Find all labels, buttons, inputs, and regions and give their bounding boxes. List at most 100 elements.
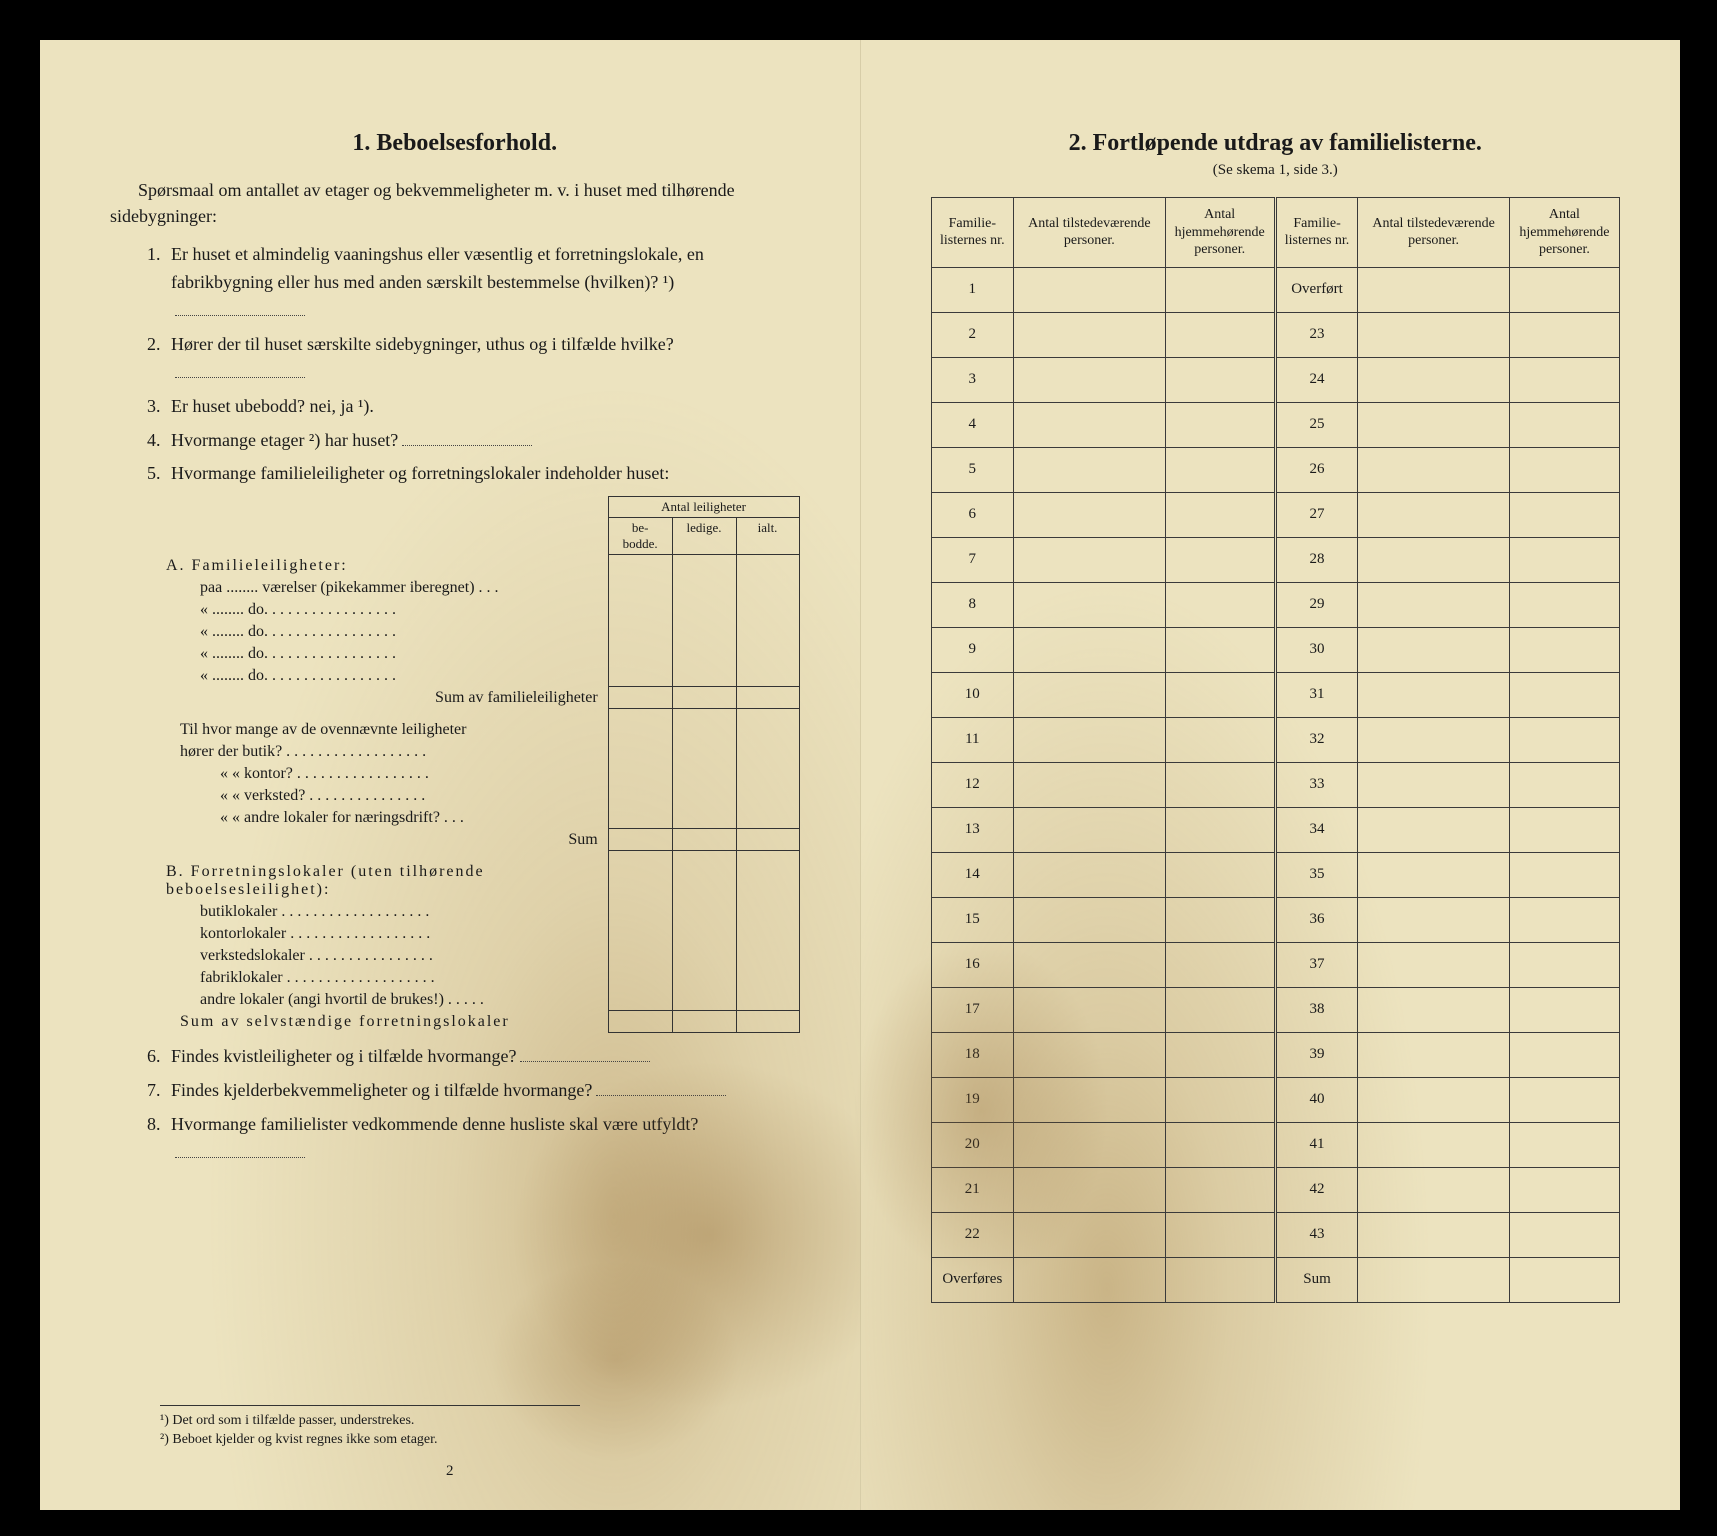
right-home: [1509, 492, 1619, 537]
right-nr: 28: [1275, 537, 1358, 582]
right-nr: 39: [1275, 1032, 1358, 1077]
section-a-head: A. Familieleiligheter:: [160, 555, 608, 577]
b-row-1: butiklokaler . . . . . . . . . . . . . .…: [160, 901, 608, 923]
right-present: [1358, 492, 1509, 537]
right-present: [1358, 852, 1509, 897]
right-home: [1509, 762, 1619, 807]
left-home: [1165, 1257, 1275, 1302]
right-nr: 40: [1275, 1077, 1358, 1122]
right-present: [1358, 1032, 1509, 1077]
intro-text: Spørsmaal om antallet av etager og bekve…: [110, 177, 800, 229]
left-nr: 1: [931, 267, 1014, 312]
mid-3: « « kontor? . . . . . . . . . . . . . . …: [160, 763, 608, 785]
q4-text: Hvormange etager ²) har huset?: [171, 430, 398, 450]
right-nr: 36: [1275, 897, 1358, 942]
left-home: [1165, 1032, 1275, 1077]
document-spread: 1. Beboelsesforhold. Spørsmaal om antall…: [40, 40, 1680, 1510]
left-nr: 2: [931, 312, 1014, 357]
left-home: [1165, 492, 1275, 537]
right-home: [1509, 852, 1619, 897]
left-home: [1165, 1212, 1275, 1257]
left-nr: 16: [931, 942, 1014, 987]
footnote-1: ¹) Det ord som i tilfælde passer, unders…: [160, 1412, 580, 1431]
question-5: Hvormange familieleiligheter og forretni…: [165, 460, 800, 488]
left-home: [1165, 537, 1275, 582]
left-nr: 8: [931, 582, 1014, 627]
left-nr: 7: [931, 537, 1014, 582]
b-row-3: verkstedslokaler . . . . . . . . . . . .…: [160, 945, 608, 967]
right-nr: 43: [1275, 1212, 1358, 1257]
left-present: [1014, 807, 1165, 852]
right-nr: 23: [1275, 312, 1358, 357]
table-row: 11 32: [931, 717, 1620, 762]
left-present: [1014, 447, 1165, 492]
col-h6: Antal hjemmehørende personer.: [1509, 198, 1619, 268]
right-home: [1509, 312, 1619, 357]
right-nr: 33: [1275, 762, 1358, 807]
right-home: [1509, 1257, 1619, 1302]
left-nr: 18: [931, 1032, 1014, 1077]
right-home: [1509, 447, 1619, 492]
section-2-subtitle: (Se skema 1, side 3.): [931, 162, 1621, 179]
table-row: 12 33: [931, 762, 1620, 807]
left-present: [1014, 897, 1165, 942]
right-nr: 25: [1275, 402, 1358, 447]
footnote-2: ²) Beboet kjelder og kvist regnes ikke s…: [160, 1431, 580, 1450]
right-present: [1358, 402, 1509, 447]
right-home: [1509, 1212, 1619, 1257]
right-present: [1358, 1122, 1509, 1167]
right-home: [1509, 357, 1619, 402]
left-present: [1014, 672, 1165, 717]
col-h3: Antal hjemmehørende personer.: [1165, 198, 1275, 268]
left-home: [1165, 672, 1275, 717]
b-sum: Sum av selvstændige forretningslokaler: [160, 1011, 608, 1033]
q8-text: Hvormange familielister vedkommende denn…: [171, 1114, 698, 1134]
left-home: [1165, 312, 1275, 357]
left-home: [1165, 717, 1275, 762]
right-nr: 27: [1275, 492, 1358, 537]
q2-text: Hører der til huset særskilte sidebygnin…: [171, 334, 674, 354]
table-row: 324: [931, 357, 1620, 402]
apartments-table: Antal leiligheter be- bodde. ledige. ial…: [160, 496, 800, 1033]
right-home: [1509, 672, 1619, 717]
left-present: [1014, 537, 1165, 582]
left-present: [1014, 762, 1165, 807]
right-present: [1358, 1212, 1509, 1257]
left-nr: 11: [931, 717, 1014, 762]
table-row: 1Overført: [931, 267, 1620, 312]
a-row-3: « ........ do. . . . . . . . . . . . . .…: [160, 621, 608, 643]
right-home: [1509, 897, 1619, 942]
right-home: [1509, 627, 1619, 672]
table-row: 1435: [931, 852, 1620, 897]
table-row: 2041: [931, 1122, 1620, 1167]
left-home: [1165, 942, 1275, 987]
left-nr: 10: [931, 672, 1014, 717]
right-nr: 34: [1275, 807, 1358, 852]
family-list-table: Familie-listernes nr. Antal tilstedevære…: [931, 197, 1621, 1303]
left-home: [1165, 1122, 1275, 1167]
left-nr: 12: [931, 762, 1014, 807]
right-present: [1358, 1077, 1509, 1122]
left-home: [1165, 402, 1275, 447]
right-home: [1509, 987, 1619, 1032]
left-home: [1165, 987, 1275, 1032]
right-nr: Sum: [1275, 1257, 1358, 1302]
right-nr: 32: [1275, 717, 1358, 762]
right-present: [1358, 1257, 1509, 1302]
left-home: [1165, 357, 1275, 402]
table-row: 1637: [931, 942, 1620, 987]
left-nr: 13: [931, 807, 1014, 852]
section-b-head: B. Forretningslokaler (uten tilhørende b…: [160, 861, 608, 901]
right-home: [1509, 942, 1619, 987]
right-present: [1358, 582, 1509, 627]
right-home: [1509, 1167, 1619, 1212]
a-row-2: « ........ do. . . . . . . . . . . . . .…: [160, 599, 608, 621]
table-row: 930: [931, 627, 1620, 672]
col-ialt: ialt.: [736, 518, 799, 555]
left-present: [1014, 1032, 1165, 1077]
footnotes: ¹) Det ord som i tilfælde passer, unders…: [160, 1405, 580, 1450]
right-present: [1358, 672, 1509, 717]
section-1-title: 1. Beboelsesforhold.: [110, 130, 800, 157]
left-nr: 14: [931, 852, 1014, 897]
right-nr: 26: [1275, 447, 1358, 492]
